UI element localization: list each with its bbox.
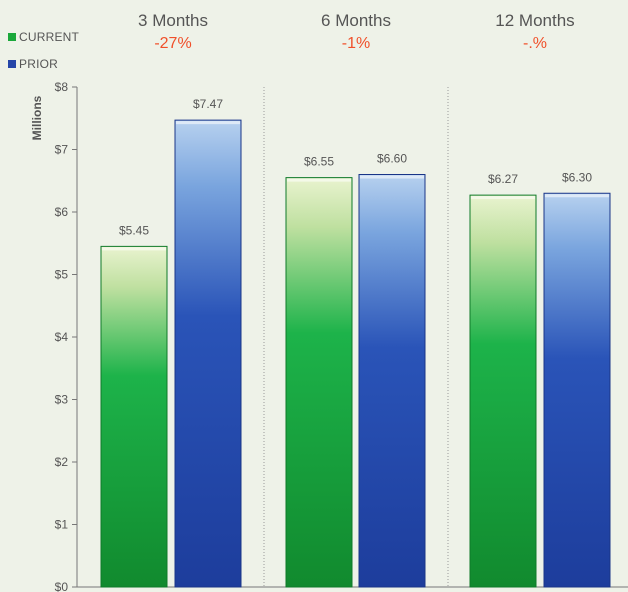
bar-current	[469, 194, 537, 588]
y-tick-label: $8	[55, 80, 69, 94]
bar-highlight	[287, 178, 351, 182]
bar-highlight	[471, 196, 535, 200]
group-change: -1%	[342, 35, 370, 52]
y-tick-label: $3	[55, 393, 69, 407]
data-label: $6.60	[377, 152, 407, 166]
data-label: $5.45	[119, 223, 149, 237]
legend-current-swatch	[8, 33, 16, 41]
legend-current-label: CURRENT	[19, 30, 80, 44]
y-axis-title: Millions	[30, 95, 44, 140]
group-change: -27%	[154, 35, 191, 52]
bar-current	[100, 245, 168, 588]
legend-current: CURRENT	[8, 30, 79, 44]
legend-prior-swatch	[8, 60, 16, 68]
y-tick-label: $2	[55, 455, 69, 469]
legend-prior-label: PRIOR	[19, 57, 59, 71]
group-title: 12 Months	[495, 11, 574, 30]
data-label: $7.47	[193, 97, 223, 111]
bar-highlight	[545, 194, 609, 198]
group-title: 6 Months	[321, 11, 391, 30]
bar-highlight	[360, 175, 424, 179]
y-tick-label: $5	[55, 268, 69, 282]
y-tick-label: $6	[55, 205, 69, 219]
bar-prior	[174, 119, 242, 588]
legend-prior: PRIOR	[8, 57, 58, 71]
group-title: 3 Months	[138, 11, 208, 30]
header-layer: 3 Months -27% 6 Months -1% 12 Months -.%	[138, 11, 575, 52]
bar-highlight	[176, 121, 240, 125]
bar-layer	[100, 119, 611, 588]
data-label: $6.30	[562, 170, 592, 184]
divider-layer	[263, 87, 449, 587]
y-tick-label: $1	[55, 518, 69, 532]
group-change: -.%	[523, 35, 547, 52]
bar-prior	[358, 174, 426, 588]
bar-prior	[543, 192, 611, 588]
y-tick-label: $0	[55, 580, 69, 592]
data-label: $6.55	[304, 155, 334, 169]
y-tick-label: $7	[55, 143, 69, 157]
bar-highlight	[102, 247, 166, 251]
data-label: $6.27	[488, 172, 518, 186]
y-tick-label: $4	[55, 330, 69, 344]
label-layer: $5.45 $6.55 $6.27 $7.47 $6.60 $6.30	[119, 97, 592, 237]
bar-current	[285, 177, 353, 588]
